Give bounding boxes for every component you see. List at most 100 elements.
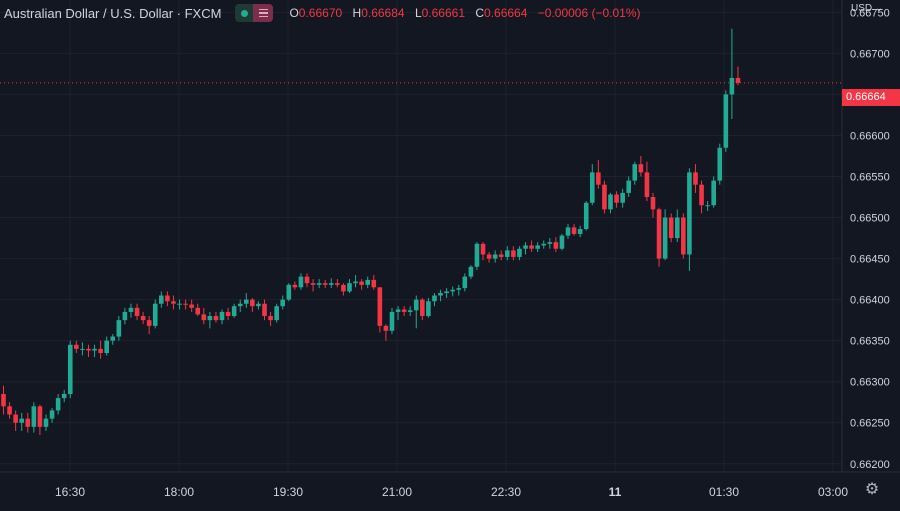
candle-body <box>219 311 225 321</box>
candle <box>262 299 267 321</box>
candle-body <box>462 276 468 289</box>
low-label: L <box>414 6 422 20</box>
candle <box>19 412 25 431</box>
price-axis[interactable]: 0.667500.667000.666500.666000.665500.665… <box>850 7 890 470</box>
candle <box>529 240 534 253</box>
y-tick-label: 0.66300 <box>850 377 890 389</box>
candle <box>674 209 680 243</box>
gear-icon[interactable]: ⚙ <box>864 481 880 498</box>
candle-body <box>511 250 516 257</box>
candle <box>304 273 310 288</box>
candle-body <box>529 245 534 249</box>
y-tick-label: 0.66450 <box>850 254 890 266</box>
candle <box>74 340 79 353</box>
candle-body <box>717 147 723 181</box>
candle <box>353 274 358 288</box>
candle <box>55 394 61 415</box>
candle <box>735 66 741 86</box>
candle <box>705 201 710 211</box>
time-axis[interactable]: 16:30 18:00 19:30 21:00 22:30 11 01:30 03:00 <box>55 485 848 499</box>
candle <box>547 238 553 249</box>
candle <box>662 209 668 261</box>
candle <box>86 344 91 358</box>
candle <box>43 414 49 431</box>
candle-body <box>37 406 43 427</box>
y-tick-label: 0.66700 <box>850 48 890 60</box>
candle-body <box>316 283 322 285</box>
candle <box>219 309 225 325</box>
candle-body <box>371 279 377 288</box>
candle-body <box>547 242 553 244</box>
candle-body <box>505 250 510 257</box>
candle-body <box>116 320 122 337</box>
candle-body <box>171 301 176 304</box>
candle-body <box>377 287 383 326</box>
candle-body <box>25 418 31 427</box>
change-value: −0.00006 (−0.01%) <box>537 6 641 20</box>
candle-body <box>383 325 389 331</box>
candle-body <box>589 172 595 203</box>
candle-body <box>256 303 261 307</box>
y-tick-label: 0.66600 <box>850 130 890 142</box>
candle <box>286 283 292 302</box>
candle-body <box>517 248 522 257</box>
candle-body <box>237 303 243 307</box>
candle-body <box>438 293 443 296</box>
candle <box>67 340 73 399</box>
candle-body <box>347 283 352 292</box>
candle <box>328 278 334 289</box>
candle-body <box>614 194 619 203</box>
symbol-legend: Australian Dollar / U.S. Dollar · FXCM O… <box>4 4 641 22</box>
candle <box>61 389 67 403</box>
candle-body <box>577 229 583 234</box>
candle <box>322 279 328 289</box>
open-value: 0.66670 <box>298 6 343 20</box>
candle <box>310 279 316 292</box>
x-tick-label: 19:30 <box>273 485 303 499</box>
close-value: 0.66664 <box>484 6 528 20</box>
candle <box>171 295 176 310</box>
candle <box>31 402 37 433</box>
candle <box>92 344 97 358</box>
candle-body <box>189 304 194 308</box>
candle <box>681 213 686 259</box>
candle <box>152 299 158 329</box>
candle <box>80 342 85 356</box>
symbol-title[interactable]: Australian Dollar / U.S. Dollar · FXCM <box>4 5 222 21</box>
candle <box>407 306 413 317</box>
candle <box>432 293 437 307</box>
candle <box>1 385 6 415</box>
y-tick-label: 0.66400 <box>850 295 890 307</box>
candle-body <box>571 227 577 234</box>
candle-body <box>310 283 316 285</box>
candle <box>201 307 207 325</box>
candle <box>98 340 103 359</box>
candle <box>711 176 716 208</box>
candle-body <box>456 288 462 290</box>
currency-dropdown[interactable]: USD ⌄ <box>851 3 884 14</box>
candle <box>110 334 116 345</box>
candle <box>614 191 619 208</box>
candle-body <box>250 299 255 307</box>
candle <box>626 176 632 198</box>
candle <box>577 225 583 238</box>
candle <box>280 295 286 310</box>
candle <box>668 213 674 243</box>
candle-body <box>426 301 431 317</box>
candle-body <box>207 316 213 321</box>
candle-body <box>67 344 73 395</box>
candle-body <box>559 235 565 249</box>
candle-body <box>413 299 419 311</box>
y-tick-label: 0.66500 <box>850 213 890 225</box>
x-tick-label: 03:00 <box>818 485 848 499</box>
last-price-tag: 0.66664 <box>842 89 900 106</box>
candle-body <box>80 348 85 350</box>
candle-body <box>365 279 370 285</box>
candle-body <box>626 180 632 193</box>
candle-body <box>55 398 61 411</box>
candle-body <box>286 284 292 300</box>
eye-toggle-icon[interactable] <box>235 4 274 22</box>
candle-body <box>128 307 134 312</box>
candle-body <box>474 243 480 267</box>
